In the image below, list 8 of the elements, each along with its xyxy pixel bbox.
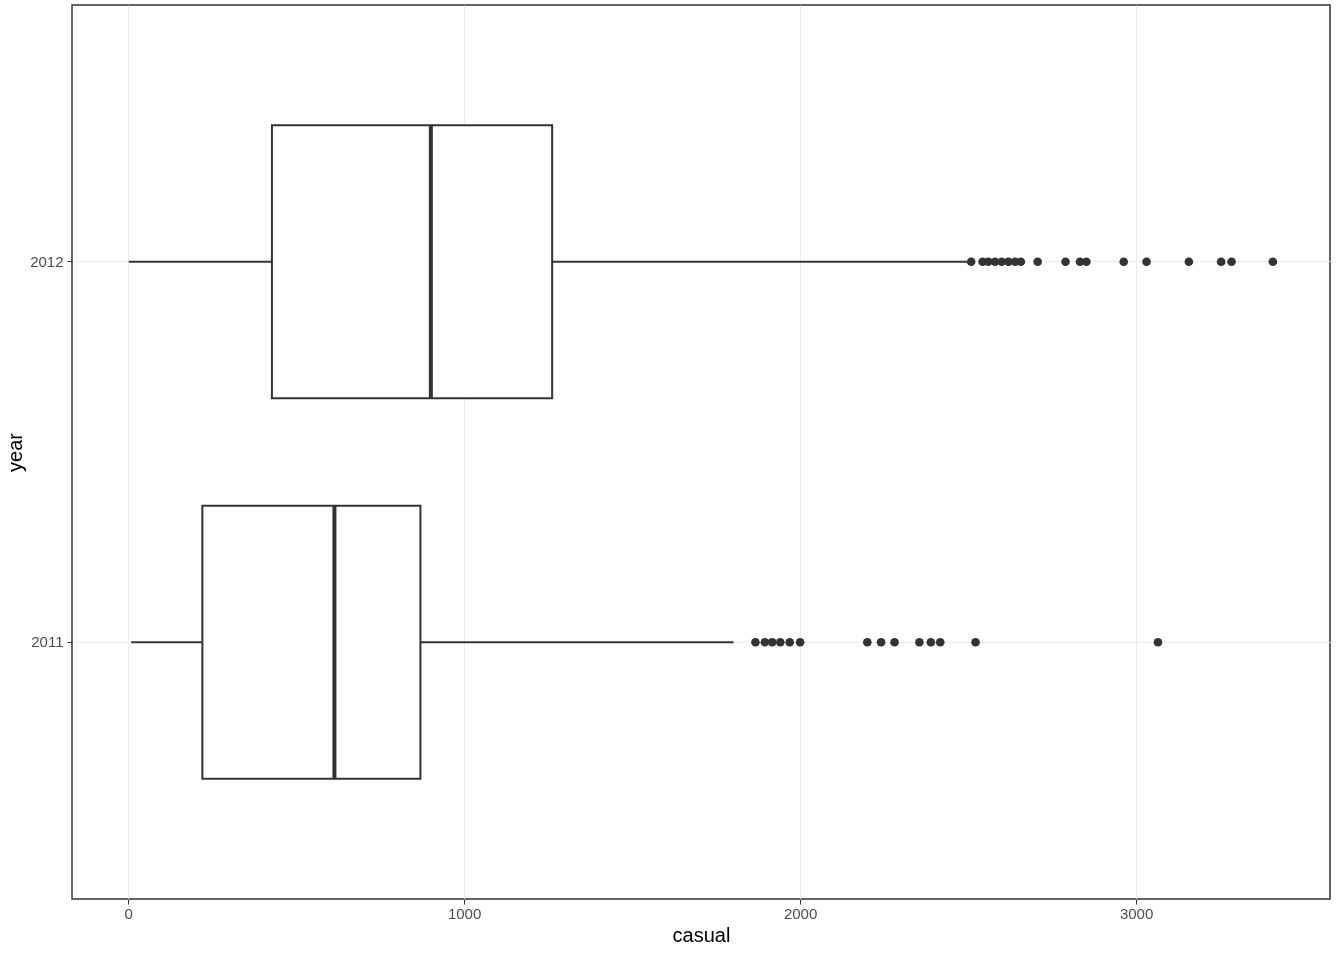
x-tick-label: 0 <box>124 904 133 922</box>
y-tick-label: 2011 <box>31 633 64 651</box>
x-tick-label: 1000 <box>447 904 482 922</box>
y-axis-title: year <box>4 432 27 472</box>
y-tick-label: 2012 <box>30 252 64 270</box>
x-tick-label: 3000 <box>1119 904 1154 922</box>
x-tick-label: 2000 <box>783 904 818 922</box>
x-axis-title: casual <box>672 923 731 946</box>
